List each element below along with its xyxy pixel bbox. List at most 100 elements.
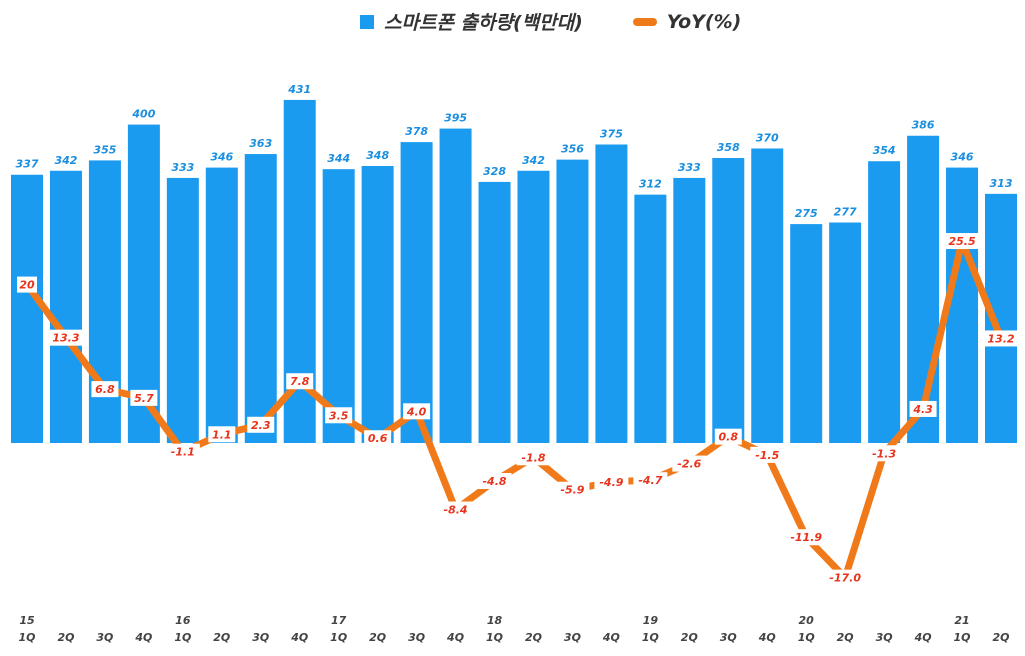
- legend-label-yoy: YoY(%): [666, 10, 742, 33]
- x-quarter-label: 3Q: [564, 631, 581, 644]
- yoy-value-label: -1.5: [755, 449, 779, 462]
- yoy-value-label: 13.3: [52, 332, 79, 345]
- x-quarter-label: 4Q: [134, 631, 152, 644]
- yoy-label-box: [91, 381, 119, 398]
- yoy-label-box: [286, 373, 314, 390]
- yoy-value-label: 0.6: [368, 432, 388, 445]
- yoy-value-label: -11.9: [790, 531, 822, 544]
- x-quarter-label: 1Q: [798, 631, 815, 644]
- bar: [712, 158, 745, 444]
- x-quarter-label: 3Q: [96, 631, 113, 644]
- yoy-value-label: 3.5: [329, 409, 349, 422]
- yoy-label-box: [247, 416, 275, 433]
- yoy-value-label: 25.5: [948, 235, 975, 248]
- bar: [946, 167, 979, 444]
- bar-value-label: 370: [756, 131, 779, 144]
- bar: [88, 160, 121, 444]
- x-quarter-label: 2Q: [837, 631, 854, 644]
- legend: 스마트폰 출하량(백만대) YoY(%): [360, 8, 741, 35]
- yoy-value-label: 4.0: [406, 405, 427, 418]
- bar-value-label: 354: [873, 144, 896, 157]
- bar-value-label: 431: [287, 83, 311, 96]
- bar: [11, 174, 43, 444]
- yoy-label-box: [824, 569, 866, 586]
- bar-value-label: 277: [834, 206, 857, 219]
- bar-value-label: 337: [16, 158, 39, 171]
- bar: [673, 177, 706, 443]
- x-quarter-label: 4Q: [758, 631, 776, 644]
- bar: [751, 148, 784, 444]
- yoy-value-label: 7.8: [290, 375, 310, 388]
- yoy-value-label: -4.7: [638, 474, 662, 487]
- legend-label-shipments: 스마트폰 출하량(백만대): [384, 12, 583, 34]
- bar: [361, 165, 394, 443]
- bar-value-label: 363: [249, 137, 272, 150]
- yoy-value-label: 0.8: [719, 431, 739, 444]
- yoy-label-box: [516, 449, 551, 466]
- x-year-label: 15: [19, 614, 35, 627]
- bar: [166, 177, 199, 443]
- yoy-label-box: [477, 473, 512, 490]
- yoy-label-box: [17, 276, 37, 293]
- bar: [49, 170, 82, 443]
- bar-value-label: 395: [444, 112, 467, 125]
- yoy-value-label: 5.7: [134, 392, 154, 405]
- x-year-label: 19: [643, 614, 659, 627]
- bar-value-label: 346: [951, 151, 974, 164]
- bar: [556, 159, 589, 443]
- bar: [517, 170, 550, 443]
- yoy-label-box: [364, 430, 392, 447]
- yoy-value-label: -8.4: [444, 504, 468, 517]
- x-quarter-label: 2Q: [681, 631, 698, 644]
- x-quarter-label: 1Q: [486, 631, 503, 644]
- bar-value-label: 358: [717, 141, 740, 154]
- yoy-value-label: -1.1: [171, 446, 195, 459]
- x-quarter-label: 4Q: [446, 631, 464, 644]
- bar-value-label: 313: [990, 177, 1013, 190]
- yoy-label-box: [438, 501, 473, 518]
- bar: [244, 154, 277, 443]
- bar: [439, 128, 472, 443]
- x-quarter-label: 1Q: [330, 631, 347, 644]
- yoy-label-box: [672, 455, 707, 472]
- x-quarter-label: 1Q: [174, 631, 191, 644]
- bar: [907, 135, 940, 443]
- bar-value-label: 342: [522, 154, 545, 167]
- x-quarter-label: 1Q: [18, 631, 35, 644]
- x-quarter-label: 4Q: [290, 631, 308, 644]
- yoy-value-label: 2.3: [251, 419, 271, 432]
- yoy-value-label: 13.2: [987, 332, 1014, 345]
- bar: [205, 167, 238, 444]
- bar: [322, 169, 355, 443]
- yoy-value-label: -4.8: [482, 475, 506, 488]
- bar-value-label: 346: [210, 151, 233, 164]
- yoy-value-label: -2.6: [677, 458, 701, 471]
- bar-value-label: 355: [93, 143, 116, 156]
- yoy-value-label: 20: [19, 279, 35, 292]
- bar: [400, 142, 433, 443]
- x-year-label: 16: [175, 614, 191, 627]
- x-quarter-label: 3Q: [720, 631, 737, 644]
- bar: [829, 222, 862, 443]
- x-quarter-label: 3Q: [408, 631, 425, 644]
- yoy-value-label: -1.8: [521, 451, 545, 464]
- yoy-label-box: [594, 473, 629, 490]
- yoy-value-label: 4.3: [912, 403, 933, 416]
- x-quarter-label: 2Q: [57, 631, 74, 644]
- bar-value-label: 342: [54, 154, 77, 167]
- bar-value-label: 386: [912, 119, 935, 132]
- yoy-label-box: [48, 329, 83, 346]
- x-year-label: 17: [331, 614, 347, 627]
- yoy-label-box: [325, 407, 353, 424]
- bar: [868, 161, 901, 443]
- yoy-value-label: -5.9: [560, 484, 584, 497]
- bar-value-label: 328: [483, 165, 506, 178]
- yoy-label-box: [867, 445, 902, 462]
- x-quarter-label: 3Q: [876, 631, 893, 644]
- yoy-value-label: 6.8: [95, 383, 115, 396]
- bar-value-label: 378: [405, 125, 428, 138]
- bar-value-label: 348: [366, 149, 389, 162]
- bar-value-label: 333: [678, 161, 701, 174]
- x-quarter-label: 1Q: [954, 631, 971, 644]
